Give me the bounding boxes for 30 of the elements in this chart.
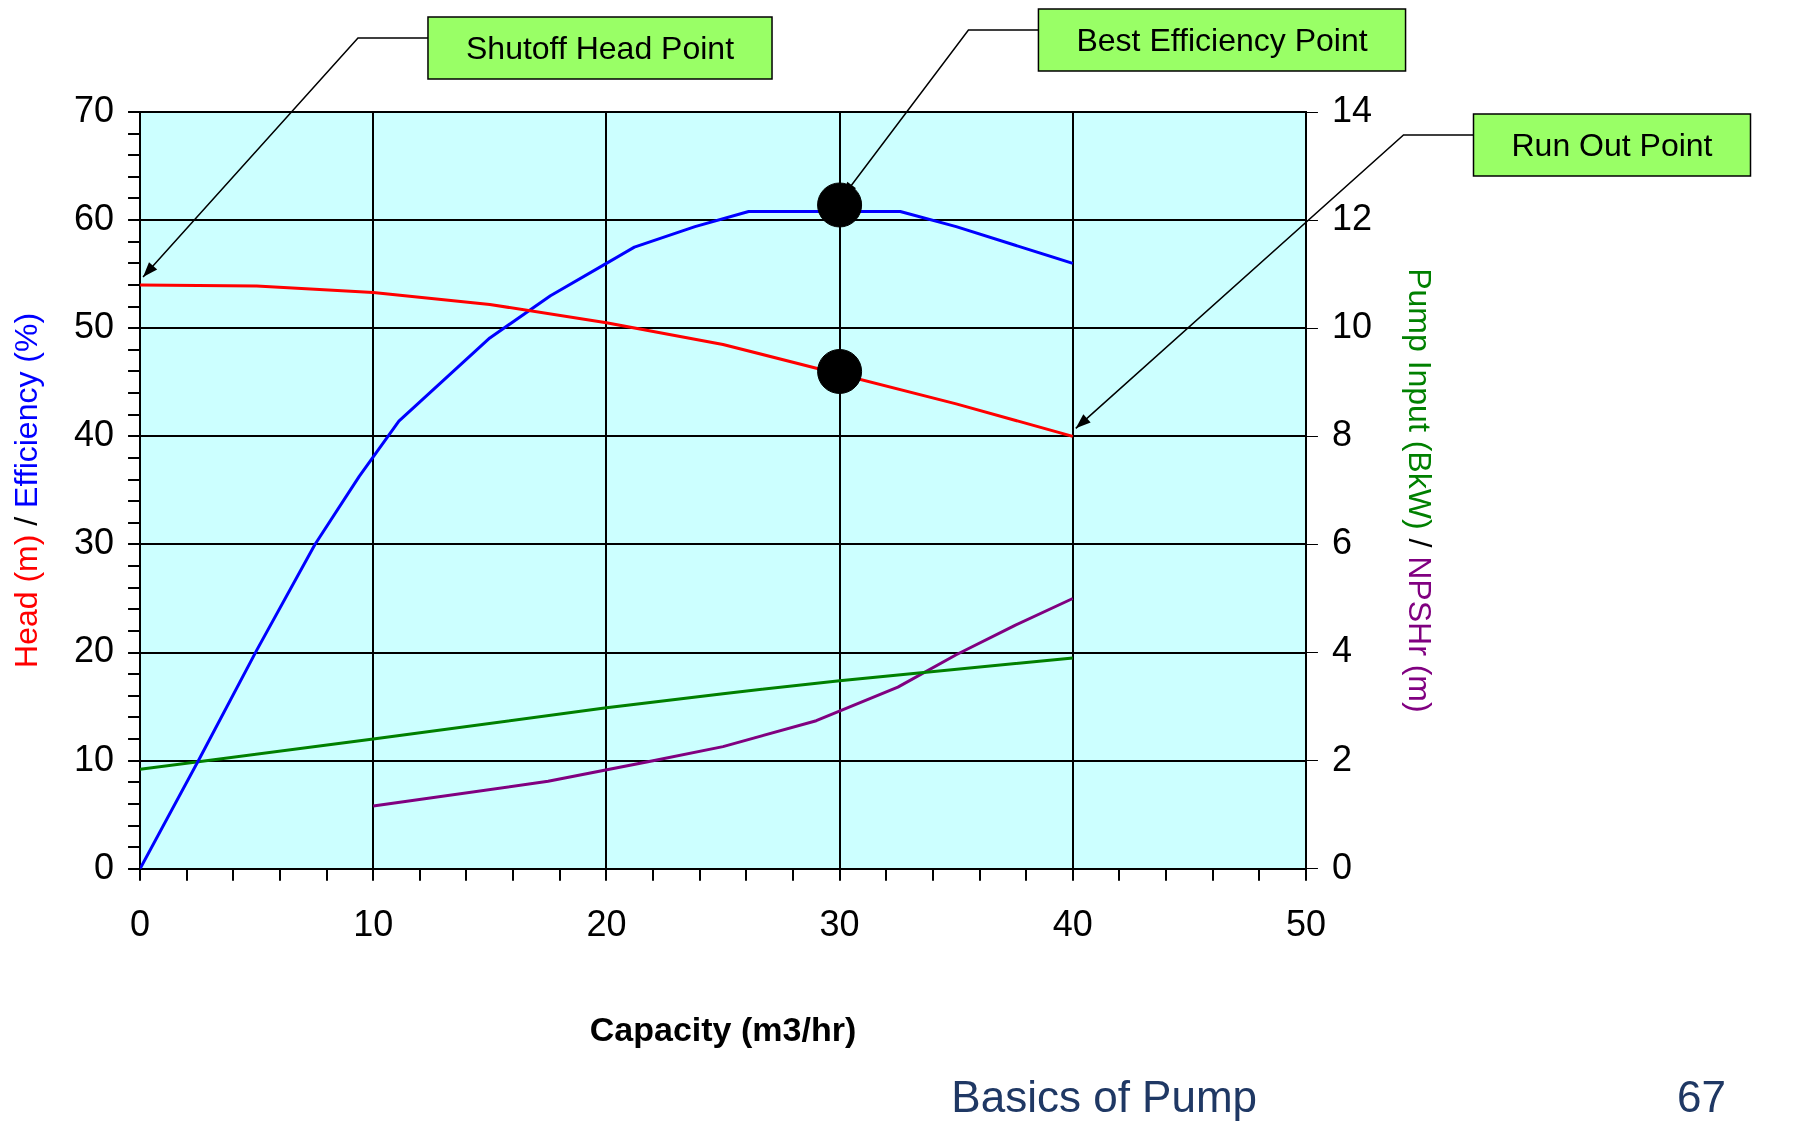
y-tick-label: 20	[74, 629, 115, 671]
x-tick-label: 50	[1285, 903, 1326, 945]
x-tick-label: 10	[353, 903, 394, 945]
y2-tick-label: 14	[1331, 88, 1372, 130]
y-tick-label: 30	[74, 521, 115, 563]
y2-tick-label: 4	[1331, 629, 1352, 671]
y-tick-label: 10	[74, 737, 115, 779]
y-tick-label: 60	[74, 197, 115, 239]
y2-tick-label: 2	[1331, 737, 1352, 779]
y2-tick-label: 10	[1331, 305, 1372, 347]
text: 67	[1677, 1072, 1726, 1122]
text: Basics of Pump	[951, 1072, 1258, 1122]
y2-axis-title: Pump Input (BkW) / NPSHr (m)	[1402, 268, 1439, 713]
y2-tick-label: 6	[1331, 521, 1352, 563]
x-tick-label: 0	[130, 903, 151, 945]
annotation: Shutoff Head Point	[465, 29, 735, 66]
y-tick-label: 70	[74, 88, 115, 130]
y2-tick-label: 12	[1331, 197, 1372, 239]
y-axis-title: Head (m) / Efficiency (%)	[7, 312, 44, 668]
x-tick-label: 40	[1052, 903, 1093, 945]
annotation: Run Out Point	[1511, 126, 1713, 163]
annotation: Best Efficiency Point	[1076, 21, 1368, 58]
y2-tick-label: 8	[1331, 413, 1352, 455]
y-tick-label: 0	[94, 845, 115, 887]
x-tick-label: 20	[586, 903, 627, 945]
x-tick-label: 30	[819, 903, 860, 945]
x-axis-title: Capacity (m3/hr)	[589, 1010, 857, 1049]
y2-tick-label: 0	[1331, 845, 1352, 887]
y-tick-label: 40	[74, 413, 115, 455]
y-tick-label: 50	[74, 305, 115, 347]
